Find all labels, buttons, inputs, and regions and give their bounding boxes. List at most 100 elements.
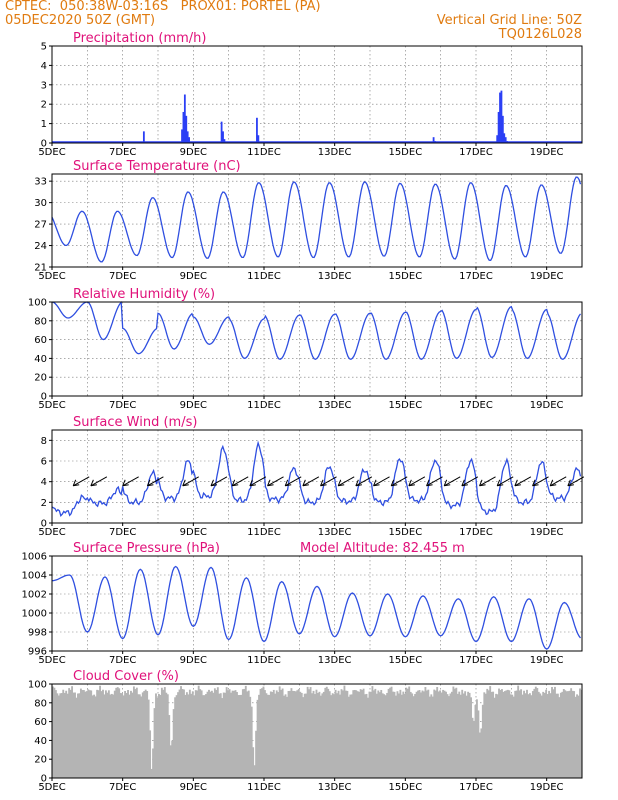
cloud-bar <box>518 690 521 778</box>
cloud-bar <box>184 694 187 778</box>
cloud-bar <box>431 696 434 778</box>
cloud-bar <box>66 693 69 778</box>
x-tick-label: 7DEC <box>109 400 136 411</box>
cloud-bar <box>396 691 399 778</box>
cloud-bar <box>256 699 259 778</box>
header-grid-line-note: Vertical Grid Line: 50Z <box>436 13 582 28</box>
cloud-bar <box>97 690 100 778</box>
cloud-bar <box>87 689 90 778</box>
cloud-bar <box>259 688 262 778</box>
cloud-bar <box>291 690 294 778</box>
x-tick-label: 17DEC <box>459 400 493 411</box>
cloud-bar <box>458 691 461 778</box>
cloud-bar <box>140 696 143 778</box>
cloud-bar <box>300 692 303 778</box>
precip-bar <box>497 111 500 143</box>
cloud-bar <box>132 686 135 778</box>
cloud-bar <box>65 690 68 778</box>
cloud-bar <box>476 699 478 778</box>
cloud-bar <box>493 697 496 778</box>
cloud-bar <box>68 688 71 778</box>
cloud-bar <box>172 709 175 778</box>
cloud-bar <box>546 694 549 778</box>
cloud-bar <box>206 691 209 778</box>
y-tick-label: 0 <box>41 774 47 785</box>
cloud-bar <box>356 691 359 778</box>
x-tick-label: 19DEC <box>530 527 564 538</box>
cloud-bar <box>93 694 96 778</box>
y-tick-label: 40 <box>34 354 47 365</box>
x-tick-label: 9DEC <box>180 527 207 538</box>
cloud-bar <box>508 690 511 778</box>
x-tick-label: 7DEC <box>109 655 136 666</box>
cloud-bar <box>174 697 177 778</box>
cloud-bar <box>515 690 518 778</box>
x-tick-label: 5DEC <box>38 147 65 158</box>
cloud-bar <box>283 695 286 778</box>
cloud-bar <box>579 688 581 778</box>
cloud-bar <box>387 688 390 778</box>
cloud-bar <box>149 730 152 778</box>
cloud-bar <box>138 694 141 778</box>
cloud-bar <box>143 691 146 778</box>
cloud-bar <box>156 697 159 778</box>
cloud-bar <box>509 694 512 778</box>
wind-arrow <box>284 476 302 487</box>
cloud-bar <box>489 686 492 778</box>
cloud-bar <box>365 693 368 778</box>
cloud-bar <box>543 692 546 778</box>
cloud-bar <box>158 693 160 778</box>
cloud-bar <box>181 689 184 778</box>
cloud-bar <box>253 765 256 778</box>
cloud-bar <box>317 692 319 778</box>
x-tick-label: 11DEC <box>247 782 281 793</box>
cloud-bar <box>180 686 182 778</box>
cloud-bar <box>465 695 468 778</box>
cloud-bar <box>234 690 237 778</box>
cloud-bar <box>439 690 442 778</box>
cloud-bar <box>551 687 553 778</box>
cloud-bar <box>281 688 284 778</box>
cloud-bar <box>381 693 384 778</box>
cloud-bar <box>336 693 339 778</box>
cloud-bar <box>530 695 533 778</box>
x-tick-label: 17DEC <box>459 782 493 793</box>
cloud-bar <box>155 693 157 778</box>
cloud-bar <box>406 688 409 778</box>
cloud-bar <box>446 694 449 778</box>
precip-bar <box>185 115 188 143</box>
y-tick-label: 8 <box>41 436 47 447</box>
cloud-bar <box>565 691 568 778</box>
cloud-bar <box>418 690 421 778</box>
cloud-bar <box>558 697 561 778</box>
cloud-bar <box>548 690 551 778</box>
cloud-bar <box>113 690 116 778</box>
cloud-bar <box>408 686 411 778</box>
cloud-bar <box>537 691 540 778</box>
cloud-bar <box>495 693 498 778</box>
x-tick-label: 19DEC <box>530 400 564 411</box>
cloud-bar <box>212 692 215 778</box>
cloud-bar <box>397 693 400 778</box>
cloud-bar <box>297 689 300 778</box>
cloud-bar <box>162 689 165 778</box>
cloud-bar <box>359 689 362 778</box>
cloud-bar <box>352 690 355 778</box>
panel-2: 0 20 40 60 80 100 5DEC 7DEC 9DEC 11DEC 13DEC 15DEC 1… <box>28 287 583 411</box>
cloud-bar <box>277 692 280 778</box>
cloud-bar <box>481 704 484 778</box>
x-tick-label: 15DEC <box>388 147 422 158</box>
cloud-bar <box>141 692 144 778</box>
cloud-bar <box>247 690 250 778</box>
cloud-bar <box>334 689 337 778</box>
cloud-bar <box>147 699 150 778</box>
y-tick-label: 1002 <box>22 590 47 601</box>
x-tick-label: 5DEC <box>38 527 65 538</box>
cloud-bar <box>349 694 352 778</box>
wind-arrow <box>408 476 426 487</box>
x-tick-label: 7DEC <box>109 147 136 158</box>
cloud-bar <box>115 687 118 778</box>
x-tick-label: 15DEC <box>388 527 422 538</box>
cloud-bar <box>570 688 573 778</box>
y-tick-label: 80 <box>34 698 47 709</box>
